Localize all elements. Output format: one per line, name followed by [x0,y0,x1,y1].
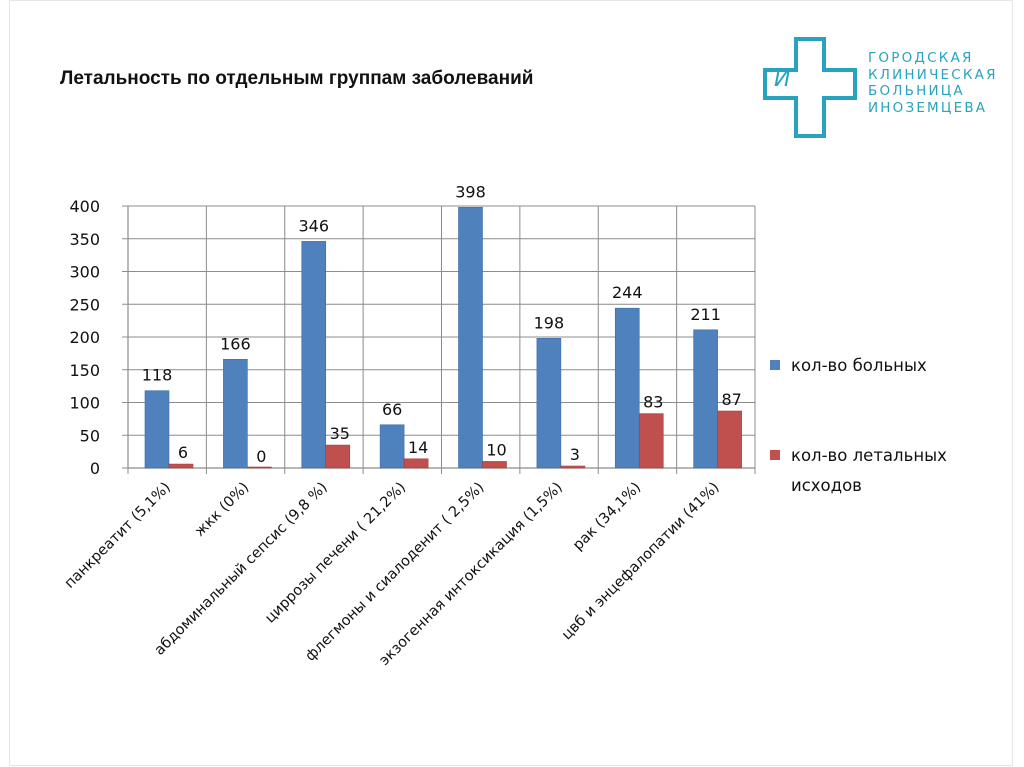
y-tick-label: 150 [69,361,100,380]
page-title: Летальность по отдельным группам заболев… [60,68,534,89]
bar-deaths [560,465,586,469]
category-label: цвб и энцефалопатии (41%) [559,480,723,644]
data-label-patients: 166 [220,334,251,353]
data-label-patients: 398 [455,182,486,201]
y-tick-label: 200 [69,328,100,347]
data-label-patients: 66 [382,400,402,419]
data-labels: 118 6 166 0 346 35 66 14 398 10 198 3 244 83 211 87 [142,182,742,466]
data-label-deaths: 6 [178,443,188,462]
data-label-deaths: 83 [643,393,663,412]
data-label-deaths: 87 [721,390,741,409]
legend-label: кол-во летальных исходов [791,446,947,495]
logo-line: КЛИНИЧЕСКАЯ [868,66,998,83]
bar-patients [144,390,170,469]
bar-patients [301,241,327,469]
bar-deaths [403,458,429,469]
bar-deaths [638,413,664,469]
bar-deaths [717,410,742,469]
category-label: панкреатит (5,1%) [62,480,174,592]
bar-patients [693,329,718,469]
legend-swatch-patients [770,360,780,370]
bar-deaths [168,463,194,469]
logo-line: БОЛЬНИЦА [868,83,965,99]
bar-patients [536,338,562,469]
data-label-deaths: 35 [330,424,350,443]
data-label-patients: 244 [612,283,643,302]
logo-line: ИНОЗЕМЦЕВА [868,99,988,116]
slide-frame [9,0,1013,766]
category-label: рак (34,1%) [570,480,644,554]
category-label: жкк (0%) [192,480,252,540]
category-label: флегмоны и сиалоденит ( 2,5%) [302,480,487,665]
data-label-deaths: 10 [486,440,506,459]
category-label: абдоминальный сепсис (9,8 %) [152,480,331,659]
y-tick-label: 0 [90,459,100,478]
bars [144,207,742,469]
chart-legend: кол-во больных кол-во летальных исходов [770,356,947,495]
y-tick-label: 250 [69,295,100,314]
bar-patients [614,307,640,469]
data-label-deaths: 0 [256,447,266,466]
logo-line: ГОРОДСКАЯ [868,50,974,66]
data-label-deaths: 14 [408,438,428,457]
data-label-patients: 211 [690,305,721,324]
category-labels: панкреатит (5,1%) жкк (0%)абдоминальный с… [62,480,723,669]
data-label-patients: 198 [534,313,565,332]
logo-letter: И [774,67,790,92]
data-label-patients: 346 [298,216,329,235]
bar-deaths [482,461,507,469]
y-tick-label: 350 [69,230,100,249]
bar-patients [379,424,405,469]
logo-text: ГОРОДСКАЯ КЛИНИЧЕСКАЯ БОЛЬНИЦА ИНОЗЕМЦЕВ… [868,50,998,116]
data-label-patients: 118 [142,366,173,385]
bar-patients [458,207,483,469]
hospital-cross-logo: И [763,37,857,138]
data-label-deaths: 3 [570,445,580,464]
y-tick-label: 50 [80,426,100,445]
bar-deaths [247,466,272,469]
category-label: циррозы печени ( 21,2%) [262,480,409,627]
y-tick-label: 400 [69,197,100,216]
bar-deaths [325,444,351,469]
legend-swatch-deaths [770,450,780,460]
category-label: экзогенная интоксикация (1,5%) [377,480,566,669]
y-tick-label: 300 [69,263,100,282]
y-tick-label: 100 [69,394,100,413]
bar-patients [223,358,248,469]
legend-label: кол-во больных [791,356,927,375]
